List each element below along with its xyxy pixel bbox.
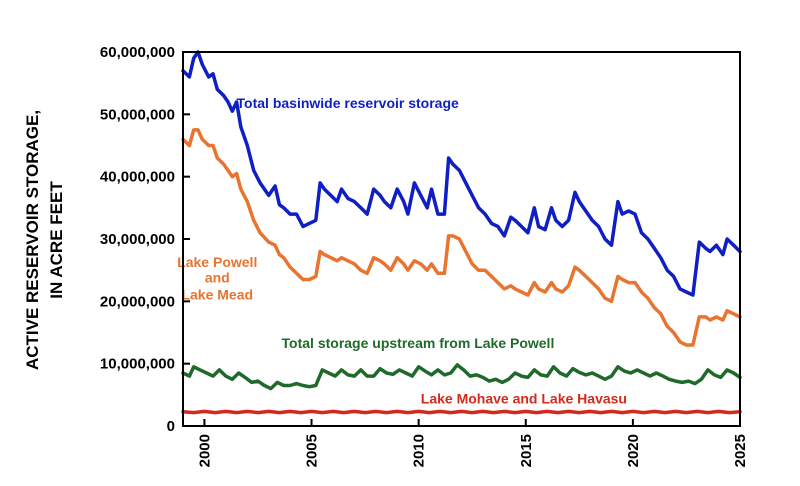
y-tick-label: 0 (167, 418, 175, 435)
series-line (181, 363, 742, 391)
series-annotation: Total storage upstream from Lake Powell (282, 335, 555, 351)
y-tick-label: 10,000,000 (100, 356, 175, 373)
plot-frame (182, 51, 741, 427)
x-tick-label: 2015 (518, 434, 535, 467)
series-line (181, 128, 742, 347)
y-tick-label: 40,000,000 (100, 169, 175, 186)
x-tick-label: 2000 (196, 434, 213, 467)
x-axis: 2000 2005 2010 2015 2020 2025 (196, 419, 749, 467)
x-tick-label: 2005 (304, 434, 321, 467)
series-annotation: Lake Mead (181, 286, 253, 302)
x-tick-label: 2020 (625, 434, 642, 467)
y-tick-label: 50,000,000 (100, 106, 175, 123)
y-tick-label: 20,000,000 (100, 293, 175, 310)
y-axis-title: ACTIVE RESERVOIR STORAGE, IN ACRE FEET (23, 110, 66, 370)
series-annotation: Lake Powell (177, 254, 257, 270)
x-tick-label: 2010 (411, 434, 428, 467)
series-lines (181, 50, 742, 415)
series-annotation: Lake Mohave and Lake Havasu (421, 391, 627, 407)
series-line (181, 409, 742, 415)
series-annotations: Total basinwide reservoir storage Lake Po… (177, 95, 627, 406)
y-axis-title-line-2: IN ACRE FEET (47, 181, 66, 299)
y-axis-title-line-1: ACTIVE RESERVOIR STORAGE, (23, 110, 42, 370)
y-tick-label: 30,000,000 (100, 231, 175, 248)
series-annotation: and (205, 270, 230, 286)
x-tick-label: 2025 (732, 434, 749, 467)
series-line (181, 50, 742, 297)
y-tick-label: 60,000,000 (100, 44, 175, 61)
series-annotation: Total basinwide reservoir storage (237, 95, 459, 111)
y-axis: 0 10,000,000 20,000,000 30,000,000 40,000,00… (100, 44, 190, 435)
